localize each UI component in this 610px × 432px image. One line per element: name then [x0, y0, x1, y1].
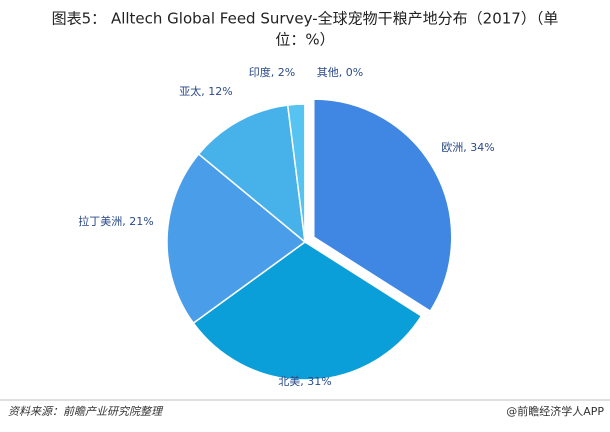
data-label: 印度, 2%: [249, 65, 295, 79]
chart-title: 图表5： Alltech Global Feed Survey-全球宠物干粮产地…: [52, 10, 559, 28]
source-note: 资料来源：前瞻产业研究院整理: [8, 405, 164, 418]
pie-slice: [313, 98, 453, 313]
data-label: 拉丁美洲, 21%: [78, 214, 153, 228]
data-label: 欧洲, 34%: [441, 141, 494, 154]
footer-credit: @前瞻经济学人APP: [506, 404, 604, 418]
pie-slice: [197, 104, 306, 244]
data-label: 其他, 0%: [317, 66, 363, 79]
data-label: 北美, 31%: [278, 375, 331, 388]
chart-title: 位：%）: [275, 31, 334, 49]
pie-slice: [192, 241, 423, 381]
pie-slice: [166, 152, 307, 325]
data-label: 亚太, 12%: [179, 85, 232, 98]
